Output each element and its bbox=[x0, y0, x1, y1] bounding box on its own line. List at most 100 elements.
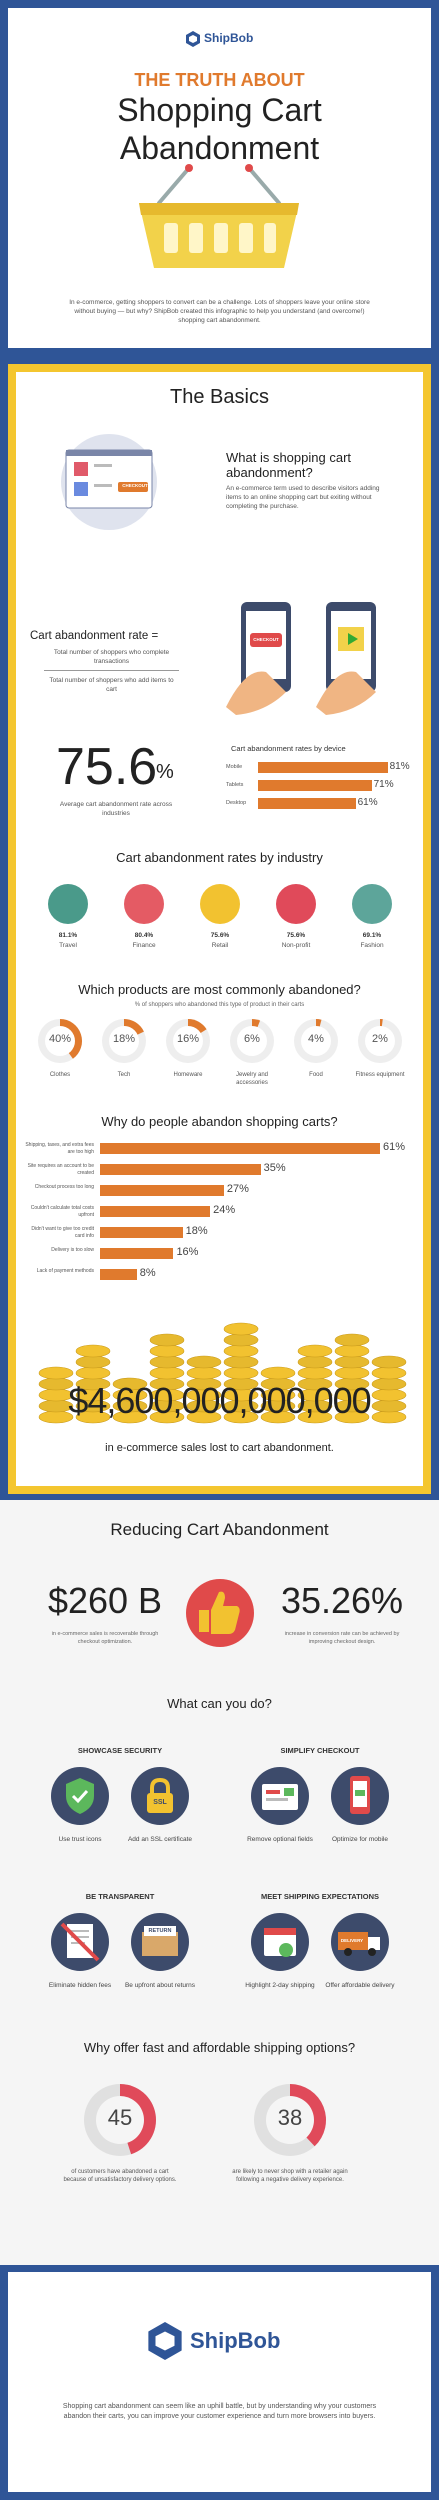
product-name: Food bbox=[309, 1072, 323, 1078]
product-name: Tech bbox=[117, 1072, 131, 1078]
industry-value: 75.6% bbox=[286, 932, 306, 939]
thumbs-up-icon bbox=[186, 1579, 254, 1647]
group-shipping-title: MEET SHIPPING EXPECTATIONS bbox=[260, 1892, 380, 1901]
product-value: 40% bbox=[48, 1033, 72, 1045]
transparent-item-1: Eliminate hidden fees bbox=[48, 1982, 112, 1989]
device-bar bbox=[258, 780, 372, 791]
header-kicker: THE TRUTH ABOUT bbox=[134, 70, 305, 90]
reason-bar bbox=[100, 1143, 380, 1154]
industry-title: Cart abandonment rates by industry bbox=[116, 850, 323, 865]
reason-value: 35% bbox=[263, 1162, 286, 1174]
coin bbox=[75, 1355, 111, 1369]
avg-rate-caption: Average cart abandonment rate across ind… bbox=[59, 801, 173, 817]
security-item-2: Add an SSL certificate bbox=[127, 1836, 193, 1843]
reducing-heading: Reducing Cart Abandonment bbox=[110, 1520, 329, 1539]
coin bbox=[75, 1344, 111, 1358]
footer-brand: ShipBob bbox=[190, 2328, 281, 2353]
product-name: Fitness equipment bbox=[355, 1072, 405, 1078]
rate-label: Cart abandonment rate = bbox=[30, 630, 159, 642]
industry-icon bbox=[48, 884, 88, 924]
hidden-fees-icon bbox=[51, 1913, 109, 1971]
shipping-item-2: Offer affordable delivery bbox=[325, 1982, 395, 1989]
reason-value: 61% bbox=[383, 1141, 406, 1153]
reason-label: Couldn't calculate total costs upfront bbox=[30, 1205, 94, 1218]
footer-logo-icon bbox=[148, 2322, 182, 2360]
coin bbox=[297, 1355, 333, 1369]
coin bbox=[149, 1344, 185, 1358]
device-chart-title: Cart abandonment rates by device bbox=[231, 744, 346, 753]
coin bbox=[297, 1344, 333, 1358]
coin bbox=[223, 1355, 259, 1369]
device-value: 71% bbox=[373, 779, 394, 790]
trust-shield-icon bbox=[51, 1767, 109, 1825]
ship2-caption: are likely to never shop with a retailer… bbox=[232, 2169, 348, 2183]
footer-body: Shopping cart abandonment can seem like … bbox=[62, 2403, 377, 2420]
reason-bar bbox=[100, 1206, 211, 1217]
product-value: 18% bbox=[112, 1033, 136, 1045]
online-store-illustration bbox=[61, 434, 157, 530]
header-title-line1: Shopping Cart bbox=[117, 92, 322, 128]
device-bar bbox=[258, 798, 356, 809]
reason-value: 18% bbox=[185, 1225, 208, 1237]
product-value: 2% bbox=[372, 1033, 388, 1045]
product-name: Homeware bbox=[173, 1072, 203, 1078]
product-value: 6% bbox=[244, 1033, 260, 1045]
coin bbox=[223, 1333, 259, 1347]
basics-panel: The Basics CHECKOUT What is shopping car… bbox=[16, 372, 423, 1486]
reason-value: 24% bbox=[213, 1204, 236, 1216]
checkout-chip: CHECKOUT bbox=[122, 483, 148, 488]
rate-denominator: Total number of shoppers who add items t… bbox=[49, 677, 174, 693]
coin bbox=[38, 1366, 74, 1380]
industry-row: 81.1% Travel 80.4% Finance 75.6% Retail 75.6% N… bbox=[30, 884, 410, 964]
mobile-optimize-icon bbox=[331, 1767, 389, 1825]
product-name: Jewelry and accessories bbox=[235, 1072, 268, 1086]
coin bbox=[112, 1377, 148, 1391]
ship-donut-2 bbox=[254, 2084, 326, 2156]
brand-logo: ShipBob bbox=[186, 30, 276, 48]
coin bbox=[223, 1344, 259, 1358]
rate-numerator: Total number of shoppers who complete tr… bbox=[53, 649, 170, 665]
stat1-value: $260 B bbox=[47, 1580, 163, 1621]
header-intro: In e-commerce, getting shoppers to conve… bbox=[69, 299, 370, 324]
coin bbox=[223, 1366, 259, 1380]
avg-rate-value: 75.6 bbox=[56, 738, 158, 796]
shipping-why-title: Why offer fast and affordable shipping o… bbox=[83, 2040, 356, 2055]
shopping-basket-icon bbox=[139, 164, 299, 268]
industry-name: Non-profit bbox=[281, 942, 311, 949]
header-panel: ShipBob THE TRUTH ABOUT Shopping Cart Ab… bbox=[8, 8, 431, 348]
industry-icon bbox=[276, 884, 316, 924]
group-transparent-title: BE TRANSPARENT bbox=[85, 1892, 155, 1901]
stat1-caption: in e-commerce sales is recoverable throu… bbox=[51, 1631, 159, 1645]
product-donut bbox=[294, 1019, 338, 1063]
device-label: Mobile bbox=[226, 764, 243, 770]
coin bbox=[149, 1333, 185, 1347]
shipbob-logo-icon bbox=[186, 31, 200, 47]
reason-bar bbox=[100, 1269, 137, 1280]
returns-label: RETURN bbox=[148, 1928, 172, 1934]
coin bbox=[149, 1366, 185, 1380]
device-label: Tablets bbox=[226, 782, 244, 788]
product-value: 4% bbox=[308, 1033, 324, 1045]
industry-name: Fashion bbox=[360, 942, 384, 949]
reason-bar-chart: Shipping, taxes, and extra fees are too … bbox=[24, 1141, 419, 1292]
what-can-you-do: What can you do? bbox=[167, 1696, 272, 1711]
ssl-label: SSL bbox=[153, 1799, 167, 1806]
reducing-panel: Reducing Cart Abandonment $260 B in e-co… bbox=[0, 1500, 439, 2265]
coin bbox=[297, 1366, 333, 1380]
coin bbox=[371, 1355, 407, 1369]
coin bbox=[334, 1344, 370, 1358]
reason-label: Site requires an account to be created bbox=[27, 1163, 94, 1176]
why-title: Why do people abandon shopping carts? bbox=[101, 1114, 338, 1129]
coin bbox=[371, 1366, 407, 1380]
ssl-lock-icon bbox=[131, 1767, 189, 1825]
device-value: 81% bbox=[389, 761, 410, 772]
coin bbox=[334, 1355, 370, 1369]
reason-value: 27% bbox=[226, 1183, 249, 1195]
calendar-icon bbox=[251, 1913, 309, 1971]
reason-label: Delivery is too slow bbox=[51, 1247, 94, 1253]
coin bbox=[186, 1366, 222, 1380]
checkout-item-2: Optimize for mobile bbox=[332, 1836, 388, 1843]
industry-name: Travel bbox=[59, 942, 77, 949]
ship1-caption: of customers have abandoned a cart becau… bbox=[63, 2169, 177, 2183]
product-row: 40% Clothes 18% Tech 16% Homeware 6% Jewelry an… bbox=[28, 1017, 412, 1097]
